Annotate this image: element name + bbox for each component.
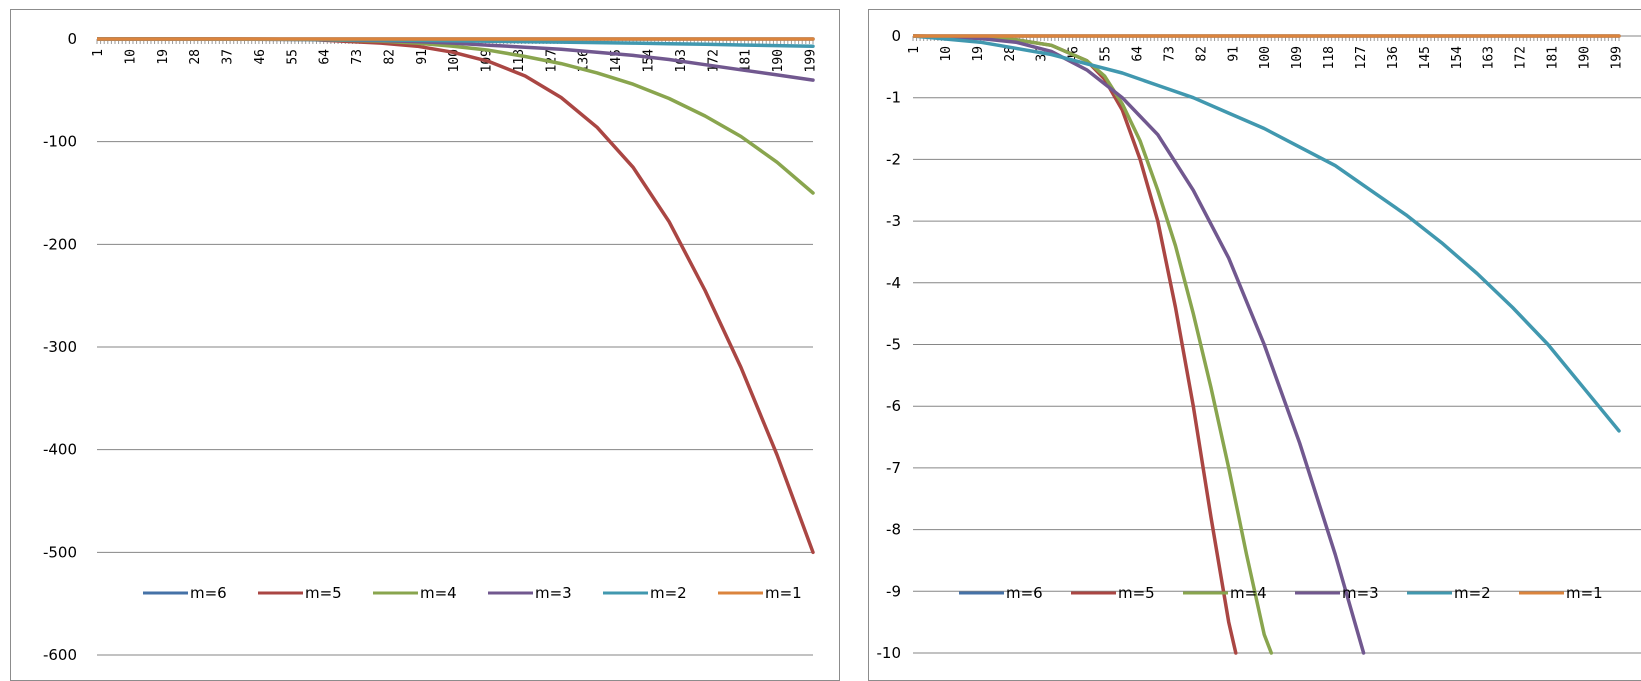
left-x-tick-label: 28 [188, 49, 203, 65]
right-x-tick-label: 199 [1609, 46, 1624, 69]
left-y-tick-label: 0 [67, 30, 77, 48]
left-legend-label: m=2 [650, 584, 687, 602]
right-legend-label: m=2 [1454, 584, 1491, 602]
right-y-tick-label: -9 [886, 582, 901, 600]
right-x-tick-label: 127 [1354, 46, 1369, 69]
right-x-tick-label: 91 [1226, 46, 1241, 62]
left-x-tick-label: 64 [318, 49, 333, 65]
left-y-tick-label: -500 [43, 543, 77, 561]
right-y-tick-label: -10 [877, 644, 902, 662]
left-x-tick-label: 172 [706, 49, 721, 72]
chart-panel-left: 0 -100 -200 -300 -400 -500 -600 1 10 19 28 37 46 55 64… [10, 9, 840, 681]
right-legend-label: m=3 [1342, 584, 1379, 602]
right-y-tick-label: -6 [886, 397, 901, 415]
right-x-tick-label: 181 [1546, 46, 1561, 69]
left-x-tick-label: 46 [253, 49, 268, 65]
left-x-tick-label: 199 [803, 49, 818, 72]
right-legend-label: m=6 [1006, 584, 1043, 602]
right-x-tick-label: 19 [971, 46, 986, 62]
left-y-tick-label: -400 [43, 441, 77, 459]
right-x-tick-label: 73 [1162, 46, 1177, 62]
right-x-tick-label: 109 [1290, 46, 1305, 69]
left-legend-label: m=1 [765, 584, 802, 602]
left-y-tick-label: -600 [43, 646, 77, 664]
right-x-tick-label: 64 [1131, 46, 1146, 62]
chart-panel-right: 0 -1 -2 -3 -4 -5 -6 -7 -8 -9 -10 1 10 19 28 37 46 55 64 73 8… [868, 9, 1641, 681]
left-x-tick-label: 10 [123, 49, 138, 65]
right-x-tick-label: 172 [1514, 46, 1529, 69]
right-y-tick-label: -7 [886, 459, 901, 477]
right-x-tick-label: 154 [1450, 46, 1465, 70]
left-x-tick-label: 19 [156, 49, 171, 65]
right-legend-label: m=4 [1230, 584, 1267, 602]
line-chart-left: 0 -100 -200 -300 -400 -500 -600 1 10 19 28 37 46 55 64… [43, 30, 818, 664]
right-x-tick-label: 190 [1578, 46, 1593, 69]
left-legend-label: m=6 [190, 584, 227, 602]
right-x-tick-label: 1 [907, 46, 922, 54]
left-x-tick-label: 37 [221, 49, 236, 65]
right-x-tick-label: 136 [1386, 46, 1401, 69]
right-legend-label: m=1 [1566, 584, 1603, 602]
right-y-tick-label: -3 [886, 212, 901, 230]
left-y-tick-label: -100 [43, 133, 77, 151]
left-legend-label: m=5 [305, 584, 342, 602]
right-series-line-m2 [913, 34, 1621, 433]
left-x-tick-label: 154 [641, 49, 656, 73]
left-y-tick-label: -300 [43, 338, 77, 356]
right-x-tick-label: 10 [939, 46, 954, 62]
left-x-tick-label: 55 [285, 49, 300, 65]
left-x-tick-label: 181 [739, 49, 754, 72]
right-x-tick-label: 163 [1482, 46, 1497, 69]
right-x-tick-label: 28 [1003, 46, 1018, 62]
left-y-tick-label: -200 [43, 235, 77, 253]
right-y-tick-label: -5 [886, 336, 901, 354]
left-x-tick-label: 1 [91, 49, 106, 57]
right-series-line-m4 [913, 34, 1274, 655]
right-y-tick-label: -1 [886, 89, 901, 107]
right-x-tick-label: 100 [1258, 46, 1273, 69]
left-x-tick-label: 73 [350, 49, 365, 65]
right-legend-label: m=5 [1118, 584, 1155, 602]
left-legend-label: m=4 [420, 584, 457, 602]
line-chart-right: 0-1-2-3-4-5-6-7-8-9-101 10 19 28 37 46 55 64 73 8… [877, 27, 1641, 662]
right-y-tick-label: -4 [886, 274, 901, 292]
right-y-tick-label: 0 [891, 27, 901, 45]
left-legend-label: m=3 [535, 584, 572, 602]
right-y-tick-label: -2 [886, 150, 901, 168]
left-x-tick-label: 136 [577, 49, 592, 72]
right-x-tick-label: 118 [1322, 46, 1337, 69]
left-x-tick-label: 91 [415, 49, 430, 65]
right-y-tick-label: -8 [886, 521, 901, 539]
right-x-tick-label: 82 [1194, 46, 1209, 62]
right-x-tick-label: 145 [1418, 46, 1433, 69]
left-x-tick-label: 82 [382, 49, 397, 65]
left-x-tick-label: 190 [771, 49, 786, 72]
right-series-line-m3 [913, 34, 1366, 655]
right-x-tick-label: 55 [1099, 46, 1114, 62]
left-x-tick-label: 118 [512, 49, 527, 72]
